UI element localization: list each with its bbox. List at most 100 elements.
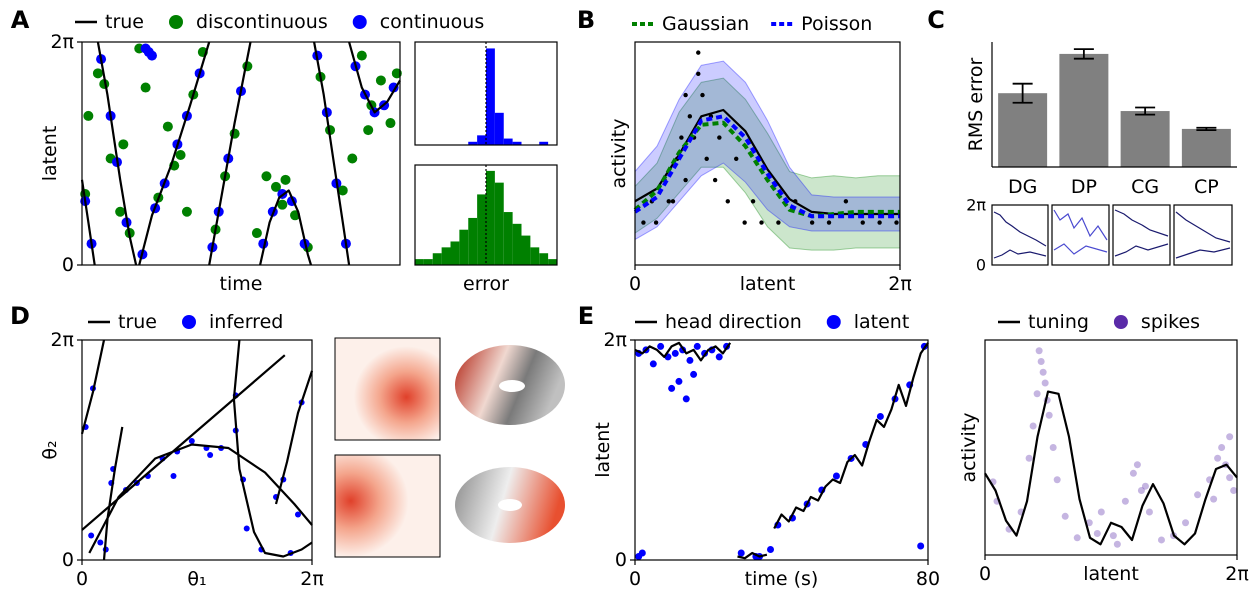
y-axis-label: latent (39, 126, 61, 182)
sample-point (877, 220, 882, 225)
sample-point (666, 199, 671, 204)
panel-letter: B (577, 6, 595, 34)
legend-label: latent (854, 311, 910, 333)
data-point (277, 199, 288, 210)
panel-letter: E (578, 302, 594, 330)
data-point (1145, 508, 1153, 516)
x-tick-label: 0 (979, 563, 991, 585)
x-axis-label: latent (1083, 563, 1139, 585)
data-point (115, 206, 126, 217)
data-point (917, 542, 925, 550)
data-point (88, 532, 95, 539)
data-point (188, 437, 195, 444)
y-axis-label: activity (958, 412, 980, 482)
data-point (1035, 347, 1043, 355)
data-line (633, 114, 900, 219)
error-bar (1196, 126, 1217, 131)
data-point (1041, 379, 1049, 387)
heatmap (334, 337, 441, 441)
data-point (1210, 495, 1218, 503)
data-point (391, 68, 402, 79)
y-axis-label: latent (592, 422, 614, 478)
histogram-bar (477, 194, 486, 265)
legend-label: spikes (1141, 311, 1200, 333)
histogram-bar (486, 170, 495, 265)
sample-point (670, 199, 676, 204)
axes-frame (634, 339, 929, 561)
sample-point (687, 114, 693, 119)
data-point (1025, 454, 1033, 462)
y-axis-label: θ₂ (39, 440, 61, 459)
data-point (1073, 534, 1081, 542)
data-point (261, 171, 272, 182)
data-point (1218, 444, 1226, 451)
x-axis-label: latent (740, 273, 796, 295)
data-point (294, 511, 301, 518)
sample-point (717, 135, 722, 140)
legend-label: true (105, 11, 144, 33)
bar (998, 93, 1048, 167)
histogram-bar (477, 135, 486, 145)
data-point (375, 75, 386, 86)
data-point (737, 549, 745, 557)
data-point (876, 412, 884, 420)
data-line (80, 339, 314, 561)
data-point (686, 356, 694, 364)
legend-label: tuning (1028, 311, 1089, 333)
data-point (1097, 508, 1105, 516)
histogram-bar (503, 138, 513, 145)
histogram-bar (521, 235, 531, 265)
data-point (1045, 411, 1053, 419)
sample-point (734, 156, 739, 162)
bar (1059, 53, 1109, 167)
bar (1181, 128, 1231, 167)
histogram-bar (512, 223, 522, 265)
bar (1120, 111, 1170, 167)
data-point (356, 50, 367, 61)
x-tick-label: 80 (916, 568, 940, 590)
sample-point (683, 177, 688, 183)
histogram-bar (468, 217, 478, 265)
error-bar (1012, 82, 1033, 104)
data-point (1214, 454, 1222, 462)
data-point (170, 472, 177, 479)
data-point (162, 121, 173, 132)
data-point (83, 110, 94, 121)
panel-letter: A (11, 6, 30, 34)
data-point (1230, 487, 1238, 494)
histogram-bar (494, 182, 504, 265)
sample-point (653, 220, 659, 225)
data-point (638, 549, 646, 557)
legend-label: true (118, 311, 157, 333)
error-bar (1073, 48, 1094, 60)
legend-label: discontinuous (196, 11, 328, 33)
data-point (251, 228, 262, 239)
data-point (97, 539, 104, 546)
data-line (633, 120, 900, 219)
sample-point (683, 92, 688, 98)
data-point (92, 68, 103, 79)
sample-point (712, 177, 718, 183)
histogram-bar (450, 241, 460, 265)
data-point (1109, 532, 1117, 540)
data-point (715, 353, 723, 361)
x-tick-label: CG (1131, 176, 1159, 198)
axes-frame (984, 339, 1238, 556)
heatmap (334, 454, 441, 558)
data-point (1133, 461, 1141, 469)
y-tick-label: 0 (62, 254, 74, 276)
legend-marker (352, 15, 367, 29)
y-axis-label: RMS error (965, 57, 987, 151)
x-axis-label: time (s) (745, 568, 819, 590)
histogram-bar (494, 112, 504, 145)
data-point (682, 395, 690, 403)
x-tick-label: 2π (888, 273, 912, 295)
legend-label: continuous (380, 11, 485, 33)
histogram-bar (539, 253, 549, 265)
sample-point (776, 220, 781, 225)
data-point (1037, 358, 1045, 365)
inset-group (991, 204, 1233, 266)
data-line (80, 41, 401, 266)
histogram-bar (432, 253, 442, 265)
